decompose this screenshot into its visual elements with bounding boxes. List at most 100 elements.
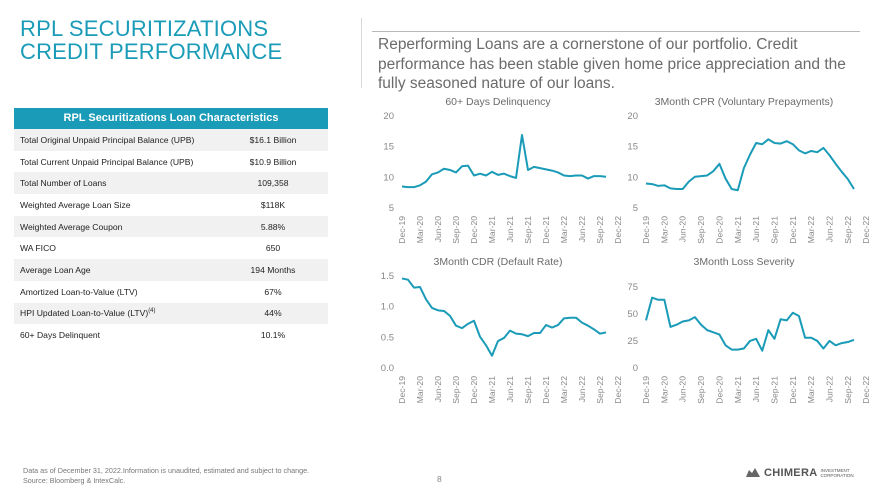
y-tick-label: 15 (627, 142, 638, 153)
row-value: 194 Months (250, 264, 296, 275)
x-tick-label: Dec-21 (788, 216, 798, 244)
y-tick-label: 1.0 (381, 302, 394, 313)
row-value: 10.1% (260, 330, 286, 341)
row-label: Weighted Average Loan Size (14, 200, 218, 210)
x-tick-label: Mar-22 (559, 216, 569, 243)
x-tick-label: Mar-20 (415, 376, 425, 403)
y-tick-label: 5 (633, 203, 638, 214)
x-tick-label: Dec-21 (541, 216, 551, 244)
row-label-text: Total Original Unpaid Principal Balance … (20, 134, 195, 145)
row-label-text: Total Number of Loans (20, 178, 107, 189)
x-tick-label: Dec-19 (397, 216, 407, 244)
delinquency-chart: 60+ Days Delinquency 20 15 10 5 Dec-19 Mar-20 J… (372, 94, 623, 250)
table-row: Amortized Loan-to-Value (LTV) 67% (14, 281, 328, 303)
x-tick-label: Dec-21 (788, 376, 798, 404)
row-value: 5.88% (260, 221, 286, 232)
chart-title: 60+ Days Delinquency (445, 96, 551, 108)
x-tick-label: Jun-22 (825, 216, 835, 242)
table-row: Weighted Average Loan Size $118K (14, 194, 328, 216)
y-tick-label: 5 (389, 203, 394, 214)
x-tick-label: Dec-19 (641, 376, 651, 404)
x-tick-label: Mar-22 (559, 376, 569, 403)
series-line (645, 296, 855, 352)
logo-sub-2: CORPORATION (820, 473, 854, 478)
table-row: Total Current Unpaid Principal Balance (… (14, 151, 328, 173)
row-label: HPI Updated Loan-to-Value (LTV)(4) (14, 308, 218, 318)
row-label-text: HPI Updated Loan-to-Value (LTV) (20, 308, 149, 319)
logo-wordmark: CHIMERA (764, 467, 818, 479)
chimera-logo-icon (746, 468, 760, 477)
footnote-line-1: Data as of December 31, 2022.Information… (23, 466, 310, 475)
x-tick-label: Sep-21 (769, 216, 779, 244)
row-value: $10.9 Billion (249, 156, 297, 167)
loss-severity-chart: 3Month Loss Severity 75 50 25 0 Dec-19 Mar-20 J… (616, 254, 871, 412)
x-tick-label: Sep-21 (769, 376, 779, 404)
x-tick-label: Sep-22 (843, 216, 853, 244)
x-tick-label: Sep-22 (595, 216, 605, 244)
x-tick-label: Sep-20 (451, 376, 461, 404)
table-body: Total Original Unpaid Principal Balance … (14, 129, 328, 346)
x-tick-label: Jun-22 (825, 376, 835, 402)
table-row: Total Original Unpaid Principal Balance … (14, 129, 328, 151)
x-tick-label: Mar-22 (806, 376, 816, 403)
x-tick-label: Mar-21 (487, 376, 497, 403)
y-tick-label: 20 (627, 111, 638, 122)
x-tick-label: Dec-20 (469, 376, 479, 404)
logo-sub-1: INVESTMENT (820, 468, 850, 473)
x-tick-label: Jun-21 (751, 216, 761, 242)
row-value: $16.1 Billion (249, 134, 297, 145)
chart-title: 3Month Loss Severity (694, 256, 796, 268)
row-label-text: Average Loan Age (20, 264, 91, 275)
x-tick-label: Sep-22 (843, 376, 853, 404)
page-title: RPL SECURITIZATIONS CREDIT PERFORMANCE (20, 16, 283, 64)
x-tick-label: Dec-19 (641, 216, 651, 244)
footnote: Data as of December 31, 2022.Information… (23, 466, 309, 486)
x-tick-label: Mar-21 (487, 216, 497, 243)
x-tick-label: Dec-22 (613, 376, 623, 404)
x-tick-label: Dec-20 (714, 376, 724, 404)
x-tick-label: Jun-20 (678, 376, 688, 402)
table-row: 60+ Days Delinquent 10.1% (14, 324, 328, 346)
chart-svg: 3Month CDR (Default Rate)1.51.00.50.0Dec… (381, 256, 623, 404)
table-row: Weighted Average Coupon 5.88% (14, 215, 328, 238)
x-tick-label: Jun-20 (433, 216, 443, 242)
row-label: Average Loan Age (14, 265, 218, 275)
x-tick-label: Mar-20 (659, 216, 669, 243)
y-tick-label: 50 (627, 309, 638, 320)
logo-subtext: INVESTMENT CORPORATION (820, 468, 853, 478)
y-tick-label: 75 (627, 282, 638, 293)
row-label: WA FICO (14, 243, 218, 253)
series-line (401, 134, 607, 189)
row-value: 650 (265, 243, 281, 254)
row-label: Total Current Unpaid Principal Balance (… (14, 157, 218, 167)
x-tick-label: Mar-21 (733, 376, 743, 403)
chart-svg: 3Month CPR (Voluntary Prepayments) 20 15 10… (627, 96, 871, 244)
x-tick-label: Jun-21 (505, 216, 515, 242)
x-tick-label: Jun-22 (577, 216, 587, 242)
y-tick-label: 0 (633, 363, 638, 374)
table-row: Total Number of Loans 109,358 (14, 172, 328, 195)
x-tick-label: Mar-20 (659, 376, 669, 403)
row-label-text: WA FICO (20, 243, 56, 254)
x-tick-label: Mar-20 (415, 216, 425, 243)
row-label: Amortized Loan-to-Value (LTV) (14, 287, 218, 297)
x-tick-label: Sep-22 (595, 376, 605, 404)
x-tick-label: Mar-21 (733, 216, 743, 243)
row-label-text: Total Current Unpaid Principal Balance (… (20, 156, 194, 167)
x-tick-label: Dec-22 (613, 216, 623, 244)
y-tick-label: 20 (383, 111, 394, 122)
footnote-line-2: Source: Bloomberg & IntexCalc. (23, 476, 126, 485)
y-tick-label: 15 (383, 142, 394, 153)
y-tick-label: 0.0 (381, 363, 394, 374)
x-tick-label: Sep-20 (451, 216, 461, 244)
x-tick-label: Sep-20 (696, 216, 706, 244)
x-tick-label: Dec-22 (861, 216, 871, 244)
table-row: WA FICO 650 (14, 237, 328, 259)
row-label-text: Weighted Average Coupon (20, 221, 123, 232)
y-tick-label: 10 (383, 172, 394, 183)
x-tick-label: Sep-21 (523, 376, 533, 404)
row-label: Total Number of Loans (14, 178, 218, 188)
x-tick-label: Mar-22 (806, 216, 816, 243)
